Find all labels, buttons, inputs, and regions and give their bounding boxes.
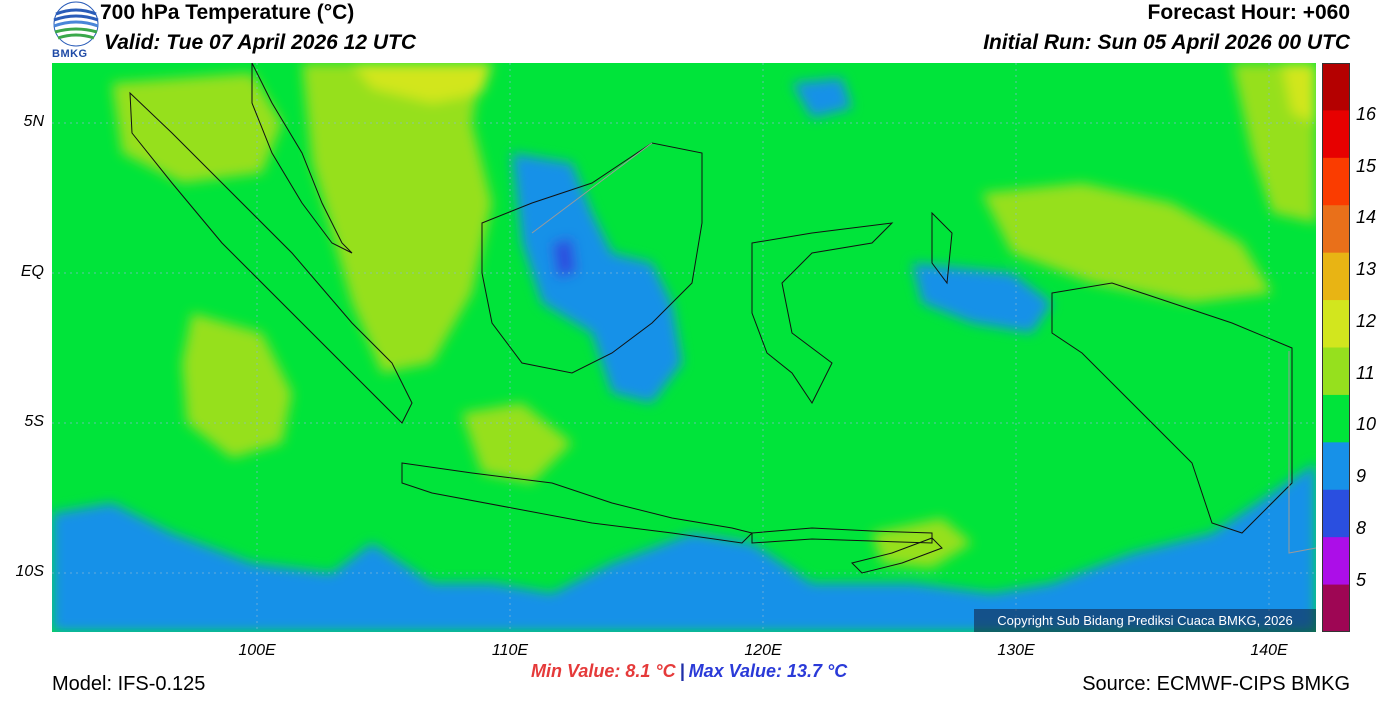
coast-sumatra bbox=[129, 91, 413, 424]
colorbar-label-16: 16 bbox=[1356, 104, 1377, 124]
colorbar-label-13: 13 bbox=[1356, 259, 1377, 279]
min-value: Min Value: 8.1 °C bbox=[531, 661, 676, 681]
forecast-hour: Forecast Hour: +060 bbox=[1147, 1, 1351, 24]
coast-malay-peninsula bbox=[251, 63, 353, 254]
colorbar-segment bbox=[1322, 205, 1350, 254]
field-12c-sumatra-sea bbox=[302, 63, 492, 373]
bmkg-logo bbox=[53, 1, 99, 47]
field-12c-indian-ocean bbox=[182, 313, 292, 458]
source-label: Source: ECMWF-CIPS BMKG bbox=[1082, 673, 1350, 695]
colorbar-label-8: 8 bbox=[1356, 518, 1367, 538]
colorbar-segment bbox=[1322, 394, 1350, 443]
coast-sulawesi bbox=[751, 222, 894, 404]
value-separator: | bbox=[679, 661, 685, 681]
field-9c-borneo bbox=[552, 238, 577, 278]
field-10c-south-band bbox=[52, 463, 1316, 632]
coast-nusa-tenggara bbox=[751, 527, 933, 544]
colorbar-outline bbox=[1322, 63, 1350, 632]
coast-halmahera bbox=[931, 211, 953, 285]
colorbar-label-10: 10 bbox=[1356, 414, 1377, 434]
valid-time: Valid: Tue 07 April 2026 12 UTC bbox=[104, 31, 417, 54]
field-10c-borneo bbox=[512, 153, 682, 403]
chart-title: 700 hPa Temperature (°C) bbox=[100, 1, 355, 24]
colorbar bbox=[1322, 63, 1350, 632]
colorbar-segment bbox=[1322, 63, 1350, 111]
colorbar-segment bbox=[1322, 157, 1350, 206]
colorbar-segment bbox=[1322, 442, 1350, 491]
colorbar-segment bbox=[1322, 110, 1350, 159]
colorbar-label-14: 14 bbox=[1356, 207, 1377, 227]
initial-run: Initial Run: Sun 05 April 2026 00 UTC bbox=[983, 31, 1350, 54]
coast-timor bbox=[851, 537, 943, 574]
field-13c-ne-corner bbox=[1282, 63, 1316, 123]
coastlines bbox=[129, 63, 1293, 574]
lat-label-10s: 10S bbox=[15, 563, 44, 580]
field-12c-north-left bbox=[112, 73, 282, 183]
colorbar-label-12: 12 bbox=[1356, 311, 1377, 331]
coast-borneo bbox=[481, 142, 703, 374]
colorbar-label-11: 11 bbox=[1356, 363, 1375, 383]
lat-label-5n: 5N bbox=[23, 113, 44, 130]
lon-label-100e: 100E bbox=[238, 642, 276, 659]
field-10c-ne-blob bbox=[792, 78, 852, 118]
colorbar-segment bbox=[1322, 537, 1350, 586]
border-lines bbox=[531, 142, 1316, 554]
lat-label-5s: 5S bbox=[24, 413, 44, 430]
colorbar-label-15: 15 bbox=[1356, 156, 1377, 176]
graticule bbox=[52, 63, 1316, 632]
model-label: Model: IFS-0.125 bbox=[52, 673, 206, 695]
copyright-notice: Copyright Sub Bidang Prediksi Cuaca BMKG… bbox=[974, 609, 1316, 632]
colorbar-segment bbox=[1322, 300, 1350, 348]
min-max-values: Min Value: 8.1 °C | Max Value: 13.7 °C bbox=[531, 661, 847, 682]
colorbar-segment bbox=[1322, 252, 1350, 301]
lon-label-120e: 120E bbox=[744, 642, 782, 659]
colorbar-segment bbox=[1322, 347, 1350, 396]
colorbar-label-5: 5 bbox=[1356, 570, 1367, 590]
logo-text: BMKG bbox=[52, 48, 88, 60]
colorbar-segment bbox=[1322, 584, 1350, 632]
coast-papua bbox=[1051, 282, 1293, 534]
temperature-map bbox=[52, 63, 1316, 632]
lon-label-130e: 130E bbox=[997, 642, 1035, 659]
lon-label-140e: 140E bbox=[1250, 642, 1288, 659]
coast-java bbox=[401, 462, 753, 544]
colorbar-label-9: 9 bbox=[1356, 466, 1367, 486]
colorbar-segment bbox=[1322, 489, 1350, 538]
lon-label-110e: 110E bbox=[491, 642, 529, 659]
lat-label-eq: EQ bbox=[20, 263, 44, 280]
max-value: Max Value: 13.7 °C bbox=[688, 661, 848, 681]
field-13c-north bbox=[352, 63, 492, 103]
